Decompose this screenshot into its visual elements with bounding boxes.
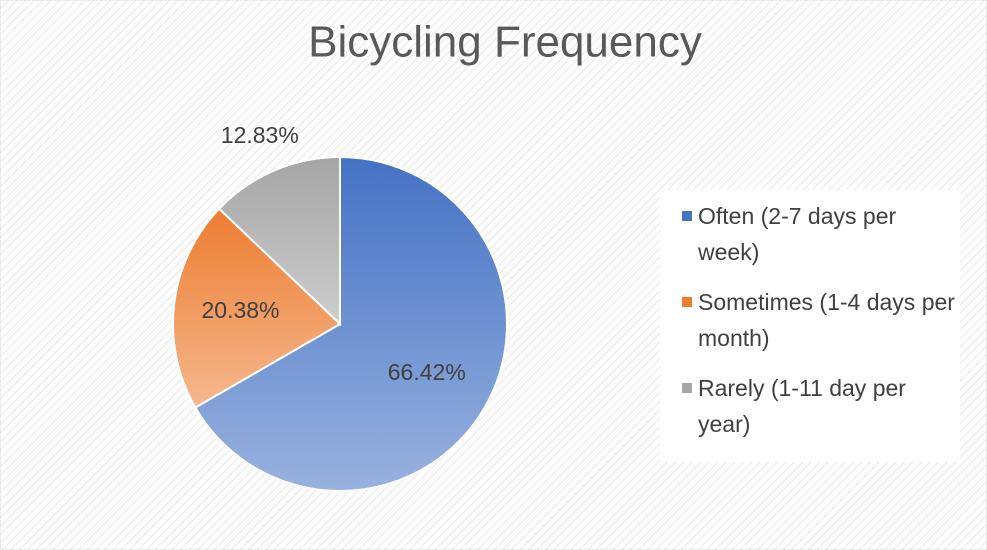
data-label: 20.38% [202,297,280,323]
legend-label: Sometimes (1-4 days per month) [698,289,955,351]
legend-item: Rarely (1-11 day per year) [682,370,960,442]
legend-item: Sometimes (1-4 days per month) [682,284,960,356]
legend-marker [682,383,692,393]
legend-label: Often (2-7 days per week) [698,203,897,265]
legend-marker [682,211,692,221]
pie-slice [217,155,341,327]
data-label: 66.42% [388,359,466,385]
pie-slice [194,155,508,492]
pie-slice [172,207,342,409]
data-label: 12.83% [221,122,299,148]
chart-title: Bicycling Frequency [308,18,702,67]
legend-label: Rarely (1-11 day per year) [698,375,906,437]
legend-marker [682,297,692,307]
legend: Often (2-7 days per week) Sometimes (1-4 … [660,190,960,462]
legend-item: Often (2-7 days per week) [682,198,960,270]
